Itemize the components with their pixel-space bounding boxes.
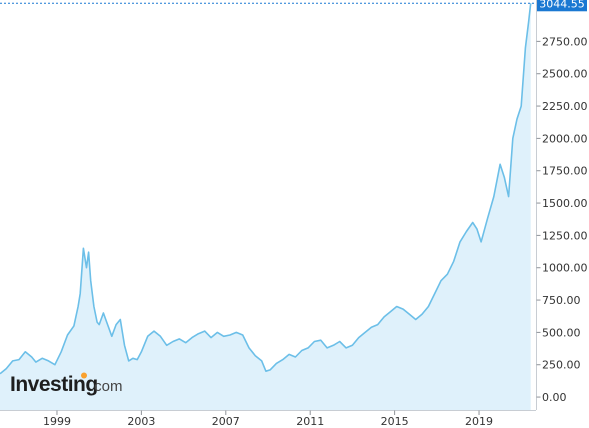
x-tick-label: 2003	[127, 415, 155, 428]
logo-dot	[81, 372, 87, 379]
y-axis: 0.00 250.00 500.00 750.00 1000.00 1250.00 1500…	[536, 0, 588, 410]
x-tick-label: 2019	[465, 415, 493, 428]
y-tick-label: 1500.00	[542, 197, 588, 210]
y-tick-label: 750.00	[542, 294, 581, 307]
x-tick-label: 1999	[43, 415, 71, 428]
y-tick-label: 500.00	[542, 326, 581, 339]
x-tick-label: 2011	[296, 415, 324, 428]
x-tick-label: 2007	[212, 415, 240, 428]
y-tick-label: 2250.00	[542, 100, 588, 113]
x-axis: 1999 2003 2007 2011 2015 2019	[0, 410, 536, 428]
last-value-badge	[537, 0, 587, 12]
y-tick-label: 250.00	[542, 359, 581, 372]
y-tick-label: 2750.00	[542, 35, 588, 48]
area-layer	[0, 3, 532, 411]
last-value-layer: 3044.55	[0, 0, 587, 12]
y-tick-label: 0.00	[542, 391, 567, 404]
series-line	[0, 3, 532, 375]
y-tick-label: 1750.00	[542, 165, 588, 178]
y-tick-label: 2500.00	[542, 68, 588, 81]
logo-suffix-text: .com	[90, 378, 123, 395]
x-tick-label: 2015	[381, 415, 409, 428]
y-tick-label: 1000.00	[542, 262, 588, 275]
investing-logo: Investing .com	[10, 372, 123, 396]
y-tick-label: 1250.00	[542, 229, 588, 242]
y-tick-label: 2000.00	[542, 132, 588, 145]
logo-main-text: Investing	[10, 373, 98, 396]
last-value-label: 3044.55	[539, 0, 585, 10]
series-area	[0, 3, 531, 411]
